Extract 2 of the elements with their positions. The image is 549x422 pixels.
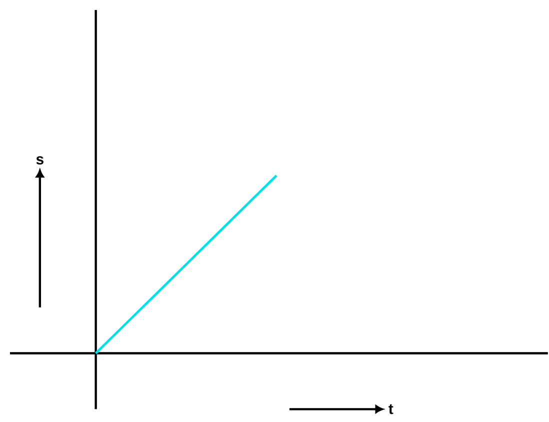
- x-axis-title: t: [388, 404, 394, 414]
- y-axis-title: s: [36, 156, 44, 164]
